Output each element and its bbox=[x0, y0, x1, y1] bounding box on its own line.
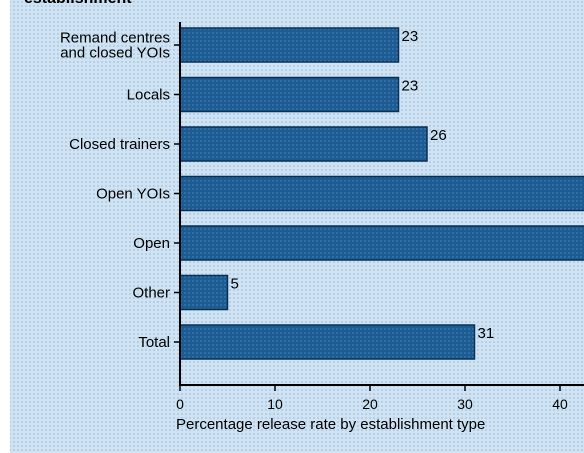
x-tick-label: 40 bbox=[552, 396, 568, 412]
left-border bbox=[0, 0, 10, 453]
x-tick-label: 0 bbox=[176, 396, 184, 412]
value-label: 23 bbox=[402, 28, 419, 45]
x-axis-label: Percentage release rate by establishment… bbox=[176, 416, 485, 433]
category-label: Remand centres bbox=[60, 30, 170, 47]
bar bbox=[179, 274, 229, 311]
value-label: 5 bbox=[231, 276, 239, 293]
x-tick-label: 30 bbox=[457, 396, 473, 412]
bar bbox=[179, 175, 584, 212]
category-label: Other bbox=[132, 285, 170, 302]
bar bbox=[179, 324, 476, 360]
category-label: Closed trainers bbox=[69, 136, 170, 153]
bar bbox=[179, 76, 400, 113]
category-label: Open bbox=[133, 235, 170, 252]
bar bbox=[179, 126, 428, 162]
value-label: 31 bbox=[478, 325, 495, 342]
chart-title: establishment bbox=[24, 0, 132, 8]
category-label: Locals bbox=[127, 87, 170, 104]
value-label: 23 bbox=[402, 78, 419, 95]
bar bbox=[179, 225, 584, 261]
value-label: 26 bbox=[430, 127, 447, 144]
category-label: Total bbox=[138, 334, 170, 351]
x-tick-label: 10 bbox=[267, 396, 283, 412]
category-label: and closed YOIs bbox=[60, 45, 170, 62]
bar bbox=[179, 27, 400, 63]
category-label: Open YOIs bbox=[96, 186, 170, 203]
x-tick-label: 20 bbox=[362, 396, 378, 412]
